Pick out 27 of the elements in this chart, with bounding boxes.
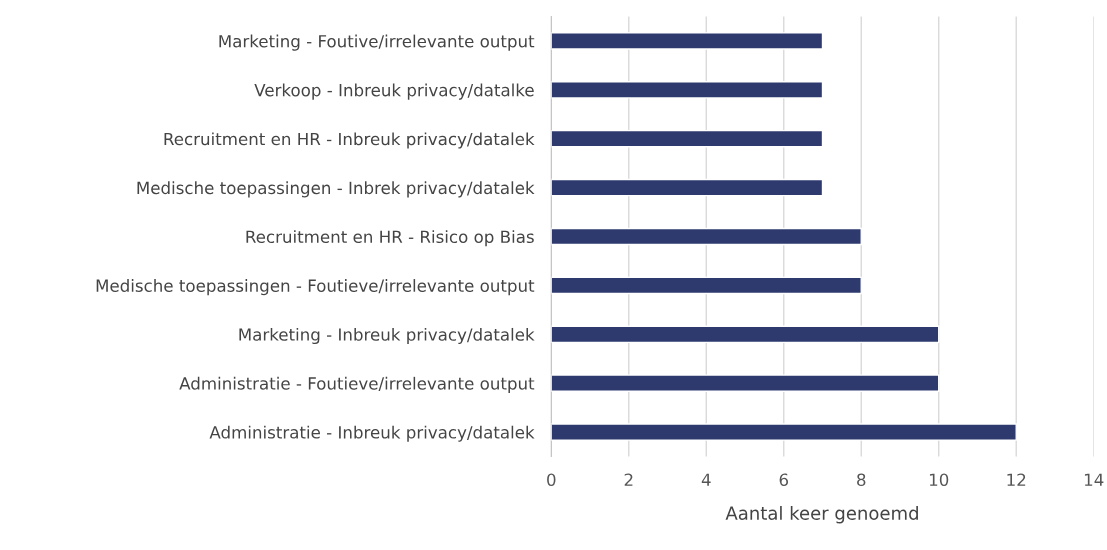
x-tick-label: 0 (547, 473, 556, 487)
x-tick-label: 6 (779, 473, 789, 487)
x-tick-label: 10 (929, 473, 949, 487)
x-tick-label: 12 (1007, 473, 1026, 486)
bar (551, 129, 824, 148)
y-tick-label: Marketing - Inbreuk privacy/datalek (239, 327, 535, 345)
y-tick-label: Medische toepassingen - Inbrek privacy/datalek (137, 181, 535, 198)
x-tick-label: 2 (624, 473, 633, 486)
x-axis-title: Aantal keer genoemd (725, 505, 918, 524)
y-tick-label: Verkoop - Inbreuk privacy/datalke (254, 83, 534, 100)
y-tick-label: Recruitment en HR - Inbreuk privacy/datalek (164, 132, 535, 149)
bar (551, 423, 1017, 441)
bar (551, 325, 940, 344)
x-tick-label: 14 (1084, 473, 1104, 486)
y-tick-label: Administratie - Inbreuk privacy/datalek (209, 425, 535, 442)
y-tick-label: Administratie - Foutieve/irrelevante output (179, 376, 535, 393)
x-tick-label: 8 (857, 473, 866, 487)
bar (551, 81, 824, 99)
bar (551, 276, 862, 295)
y-tick-label: Recruitment en HR - Risico op Bias (246, 230, 534, 247)
x-tick-label: 4 (701, 473, 711, 486)
bar (551, 32, 824, 50)
y-tick-label: Marketing - Foutive/irrelevante output (219, 34, 535, 51)
bar (551, 374, 940, 392)
bar (551, 178, 824, 197)
y-tick-label: Medische toepassingen - Foutieve/irrelevante output (96, 279, 535, 296)
bar (551, 227, 862, 246)
